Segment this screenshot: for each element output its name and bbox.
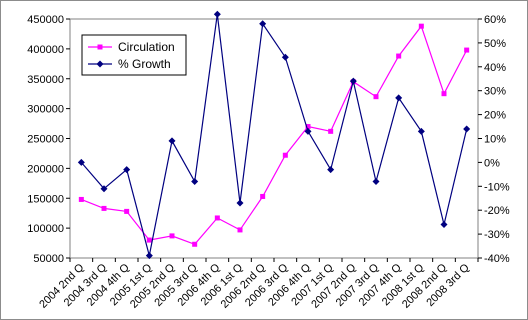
legend-growth-label: % Growth [118, 57, 171, 71]
circulation-point [305, 124, 311, 130]
growth-point [168, 137, 176, 145]
circulation-point [214, 215, 220, 221]
circulation-series-line [81, 24, 468, 246]
growth-point [304, 127, 312, 135]
growth-point [145, 252, 153, 260]
y-left-tick-label: 250000 [27, 134, 64, 146]
y-right-tick-label: 10% [484, 134, 506, 146]
circulation-point [78, 196, 84, 202]
circulation-point [146, 237, 152, 243]
circulation-point [260, 193, 266, 199]
legend-circulation-marker [97, 44, 103, 50]
y-right-tick-label: 20% [484, 110, 506, 122]
growth-point [372, 178, 380, 186]
y-left-tick-label: 350000 [27, 74, 64, 86]
y-left-tick-label: 150000 [27, 193, 64, 205]
growth-point [213, 10, 221, 18]
growth-series-line [80, 14, 468, 256]
legend-box [81, 34, 187, 76]
circulation-point [328, 128, 334, 134]
y-right-tick-label: 40% [484, 62, 506, 74]
circulation-point [101, 205, 107, 211]
y-left-tick-label: 100000 [27, 223, 64, 235]
y-right-tick-label: 50% [484, 38, 506, 50]
circulation-point [373, 94, 379, 100]
growth-point [349, 77, 357, 85]
growth-point [327, 166, 335, 174]
circulation-point [124, 208, 130, 214]
growth-point [77, 158, 85, 166]
circulation-point [396, 53, 402, 59]
growth-point [100, 185, 108, 193]
y-left-tick-label: 300000 [27, 104, 64, 116]
y-left-tick-label: 400000 [27, 44, 64, 56]
y-right-tick-label: -10% [484, 181, 510, 193]
growth-point [191, 178, 199, 186]
legend-circulation-label: Circulation [118, 40, 175, 54]
y-left-tick-label: 200000 [27, 163, 64, 175]
circulation-point [169, 233, 175, 239]
circulation-point [418, 23, 424, 29]
growth-point [463, 125, 471, 133]
legend-growth-marker [96, 60, 104, 68]
y-right-tick-label: -30% [484, 229, 510, 241]
chart-axes: 50000 100000 150000 200000 250000 300000 35000… [27, 14, 510, 311]
growth-point [417, 127, 425, 135]
circulation-point [237, 227, 243, 233]
y-left-tick-label: 450000 [27, 14, 64, 26]
circulation-point [282, 152, 288, 158]
y-right-tick-label: 0% [484, 157, 500, 169]
y-right-tick-label: 30% [484, 86, 506, 98]
growth-point [281, 53, 289, 61]
circulation-point [464, 47, 470, 53]
chart-series [77, 10, 471, 260]
y-left-tick-label: 50000 [33, 253, 64, 265]
growth-point [123, 166, 131, 174]
chart-legend: Circulation % Growth [81, 34, 187, 76]
y-right-tick-label: -40% [484, 253, 510, 265]
growth-point [236, 199, 244, 207]
circulation-point [441, 91, 447, 97]
growth-point [440, 221, 448, 229]
growth-point [259, 20, 267, 28]
circulation-point [192, 241, 198, 247]
growth-point [395, 94, 403, 102]
y-right-tick-label: 60% [484, 14, 506, 26]
y-right-tick-label: -20% [484, 205, 510, 217]
